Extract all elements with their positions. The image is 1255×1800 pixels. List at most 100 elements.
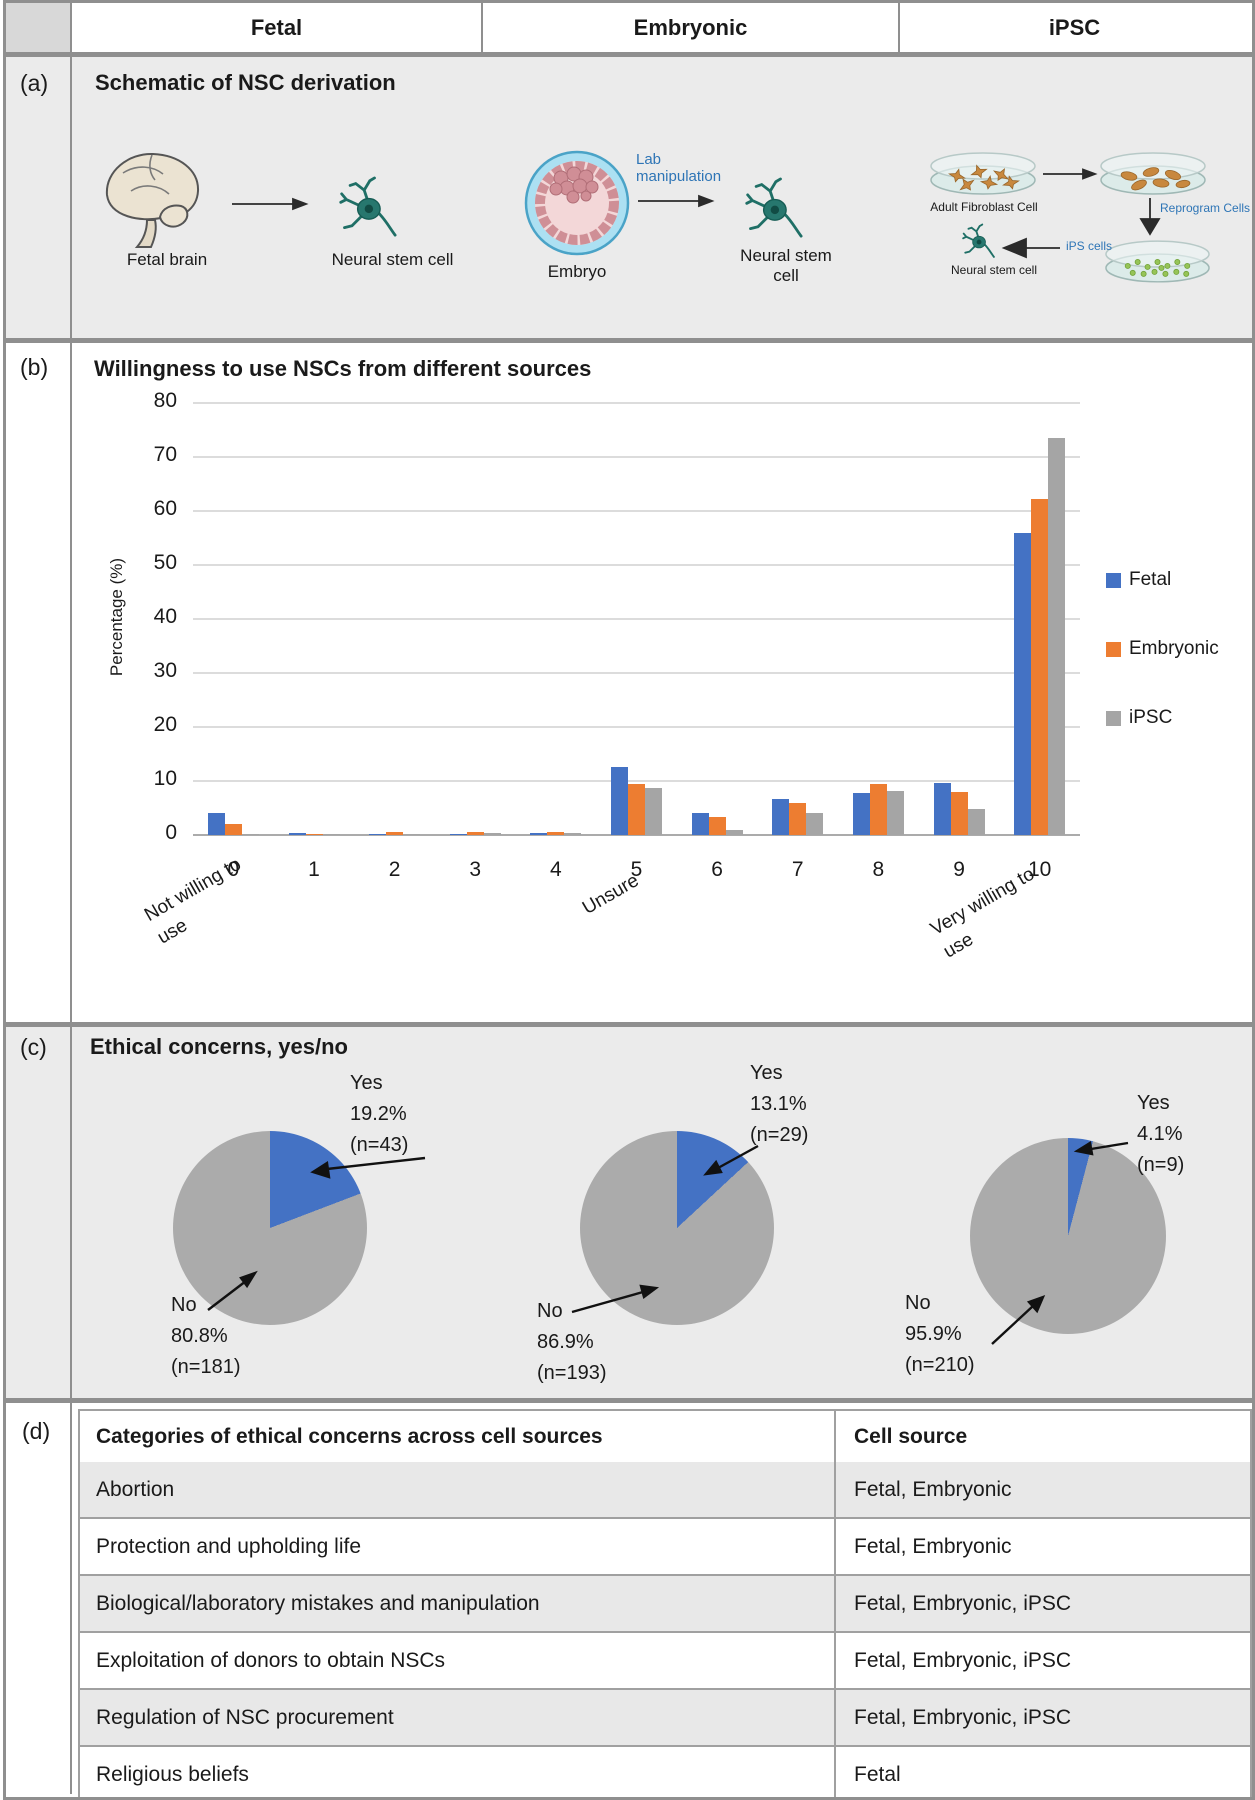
table-row: Biological/laboratory mistakes and manip… [80, 1574, 1250, 1631]
column-header-fetal: Fetal [250, 14, 303, 40]
bar-ipsc-4 [564, 832, 582, 835]
bar-fetal-1 [288, 833, 306, 835]
pie-slice-n: (n=193) [537, 1362, 607, 1384]
x-tick-label: 0 [227, 858, 240, 881]
bar-embryonic-3 [466, 832, 484, 835]
bar-embryonic-8 [869, 784, 887, 835]
bar-ipsc-2 [403, 833, 421, 835]
bar-fetal-0 [207, 813, 225, 835]
x-tick-label: 2 [388, 858, 401, 881]
table-row: Religious beliefs Fetal [80, 1745, 1250, 1800]
legend-item-embryonic: Embryonic [1106, 638, 1219, 660]
y-tick-label: 10 [153, 767, 177, 790]
x-tick-label: 3 [469, 858, 482, 881]
gridline [193, 672, 1080, 674]
pie-slice-name: No [905, 1292, 931, 1314]
pie-slice-pct: 19.2% [350, 1103, 407, 1125]
x-tick-label: 1 [308, 858, 320, 881]
header-divider [481, 3, 483, 52]
y-tick-label: 30 [153, 659, 177, 682]
panel-c-title: Ethical concerns, yes/no [90, 1034, 348, 1059]
table-header-cell-source: Cell source [834, 1411, 1250, 1462]
pie-yes-label: Yes 4.1% (n=9) [1137, 1088, 1184, 1181]
header-corner-cell [3, 3, 71, 52]
table-row: Protection and upholding life Fetal, Embr… [80, 1517, 1250, 1574]
table-header-concerns: Categories of ethical concerns across ce… [96, 1424, 603, 1448]
pie-slice-name: Yes [1137, 1092, 1170, 1114]
pie-slice-name: Yes [350, 1072, 383, 1094]
pie-chart-embryonic [580, 1131, 774, 1325]
pie-slice-n: (n=210) [905, 1354, 975, 1376]
pie-slice-pct: 13.1% [750, 1093, 807, 1115]
y-tick-label: 20 [153, 713, 177, 736]
bar-fetal-3 [449, 833, 467, 835]
cell-source-cell: Fetal [834, 1747, 1250, 1800]
bar-ipsc-9 [967, 809, 985, 835]
pie-slice-n: (n=43) [350, 1134, 409, 1156]
ethical-concerns-table: Categories of ethical concerns across ce… [78, 1409, 1252, 1800]
bar-fetal-2 [369, 833, 387, 835]
bar-ipsc-1 [322, 834, 340, 835]
legend-label: Embryonic [1129, 638, 1219, 659]
x-tick-label: 6 [711, 858, 723, 881]
bar-ipsc-3 [483, 833, 501, 835]
bar-embryonic-2 [386, 832, 404, 835]
cell-source-cell: Fetal, Embryonic, iPSC [834, 1690, 1250, 1745]
bar-embryonic-1 [305, 834, 323, 835]
cell-source-cell: Fetal, Embryonic, iPSC [834, 1576, 1250, 1631]
legend-swatch [1106, 641, 1121, 657]
bar-fetal-5 [611, 767, 628, 835]
concern-category-cell: Exploitation of donors to obtain NSCs [96, 1648, 446, 1672]
y-tick-label: 70 [153, 443, 177, 466]
pie-slice-pct: 80.8% [171, 1325, 228, 1347]
pie-slice-n: (n=181) [171, 1356, 241, 1378]
bar-ipsc-8 [886, 791, 904, 835]
separator [3, 1022, 1252, 1027]
table-row: Exploitation of donors to obtain NSCs Fet… [80, 1631, 1250, 1688]
cell-source-cell: Fetal, Embryonic [834, 1462, 1250, 1517]
concern-category-cell: Religious beliefs [96, 1762, 249, 1786]
x-tick-label: 8 [872, 858, 885, 881]
x-tick-label: 10 [1027, 858, 1052, 881]
pie-yes-label: Yes 13.1% (n=29) [750, 1058, 808, 1151]
cell-source-cell: Fetal, Embryonic [834, 1519, 1250, 1574]
table-row: Abortion Fetal, Embryonic [80, 1462, 1250, 1517]
petri-dish-fibroblast-icon [930, 152, 1036, 195]
petri-dish-ips-icon [1105, 240, 1210, 283]
panel-c-label: (c) [20, 1034, 47, 1060]
legend-swatch [1106, 710, 1121, 726]
header-divider [898, 3, 900, 52]
bar-fetal-7 [772, 798, 790, 835]
x-tick-label: 4 [550, 858, 562, 881]
pie-chart-ipsc [970, 1138, 1166, 1334]
bar-embryonic-5 [628, 783, 645, 835]
bar-ipsc-6 [725, 829, 743, 835]
cell-source-cell: Fetal, Embryonic, iPSC [834, 1633, 1250, 1688]
x-axis-line [193, 834, 1080, 836]
bar-fetal-8 [852, 792, 870, 835]
neural-stem-cell-icon [339, 176, 397, 237]
panel-d-label: (d) [22, 1418, 51, 1444]
y-tick-label: 40 [153, 605, 177, 628]
fetal-brain-icon [105, 152, 200, 248]
petri-dish-reprogram-icon [1100, 152, 1206, 195]
bar-fetal-9 [933, 783, 951, 835]
table-header-row: Categories of ethical concerns across ce… [80, 1411, 1250, 1462]
separator [3, 1398, 1252, 1403]
neural-stem-cell-icon [962, 223, 995, 258]
bar-ipsc-7 [806, 812, 824, 835]
separator [3, 338, 1252, 343]
bar-embryonic-4 [547, 831, 565, 835]
header-row-bg [3, 3, 1252, 52]
legend-label: Fetal [1129, 569, 1172, 590]
pie-slice-name: No [537, 1300, 563, 1322]
pie-yes-label: Yes 19.2% (n=43) [350, 1068, 408, 1161]
gridline [193, 618, 1080, 620]
concern-category-cell: Protection and upholding life [96, 1534, 362, 1558]
concern-category-cell: Regulation of NSC procurement [96, 1705, 394, 1729]
neural-stem-cell-label: Neural stem cell [740, 246, 832, 285]
table-row: Regulation of NSC procurement Fetal, Embr… [80, 1688, 1250, 1745]
gridline [193, 402, 1080, 404]
y-tick-label: 80 [153, 389, 177, 412]
